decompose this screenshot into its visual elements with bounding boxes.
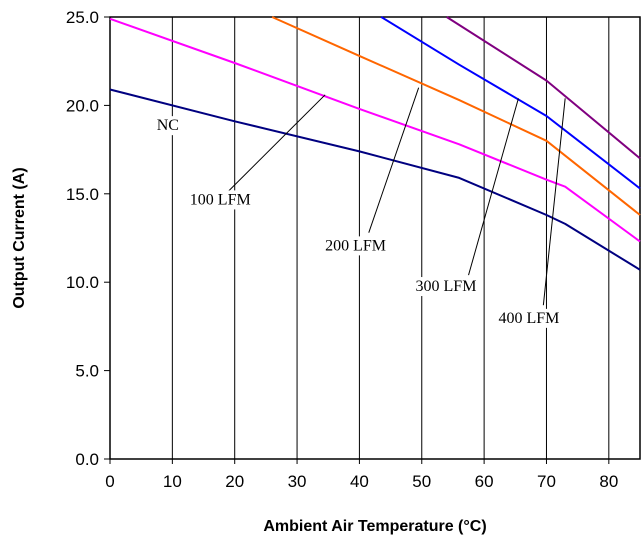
annotation-label-bg <box>323 236 389 256</box>
x-axis-title: Ambient Air Temperature (°C) <box>263 518 486 535</box>
plot-frame <box>109 16 641 460</box>
x-tick-label: 0 <box>105 472 114 491</box>
x-tick-label: 50 <box>412 472 431 491</box>
x-tick-label: 80 <box>599 472 618 491</box>
series-line-4 <box>446 16 641 160</box>
annotation-label-bg <box>154 116 181 136</box>
x-tick-label: 40 <box>350 472 369 491</box>
annotation-label: 300 LFM <box>416 278 477 295</box>
x-tick-label: 20 <box>225 472 244 491</box>
annotation-leader-line <box>221 94 326 198</box>
annotation-label-bg <box>413 277 479 297</box>
y-tick-label: 25.0 <box>66 8 99 27</box>
y-tick-label: 15.0 <box>66 185 99 204</box>
annotation-label: 100 LFM <box>190 191 251 208</box>
x-tick-label: 10 <box>163 472 182 491</box>
series-lines <box>109 16 641 271</box>
y-tick-label: 5.0 <box>75 362 99 381</box>
annotation-label-bg <box>496 308 562 328</box>
x-tick-label: 30 <box>288 472 307 491</box>
grid-lines <box>104 16 610 464</box>
annotation-label: NC <box>157 117 179 134</box>
series-line-3 <box>380 16 641 190</box>
annotation-label: 200 LFM <box>325 237 386 254</box>
y-axis-title: Output Current (A) <box>11 167 28 308</box>
series-line-1 <box>109 17 641 243</box>
y-tick-label: 0.0 <box>75 450 99 469</box>
annotation-leader-line <box>468 98 519 276</box>
series-line-0 <box>109 88 641 271</box>
annotation-leader-line <box>368 87 420 233</box>
annotation-label: 400 LFM <box>498 310 559 327</box>
x-tick-label: 60 <box>475 472 494 491</box>
x-tick-labels: 0 10 20 30 40 50 60 70 80 <box>105 472 618 491</box>
annotation-leader-line <box>542 98 566 306</box>
series-line-2 <box>271 16 641 216</box>
x-tick-label: 70 <box>537 472 556 491</box>
y-tick-label: 10.0 <box>66 273 99 292</box>
annotations: NC 100 LFM 200 LFM 300 LFM 400 LFM <box>154 87 566 328</box>
y-tick-labels: 0.0 5.0 10.0 15.0 20.0 25.0 <box>66 8 99 469</box>
y-tick-label: 20.0 <box>66 96 99 115</box>
annotation-label-bg <box>187 190 253 210</box>
